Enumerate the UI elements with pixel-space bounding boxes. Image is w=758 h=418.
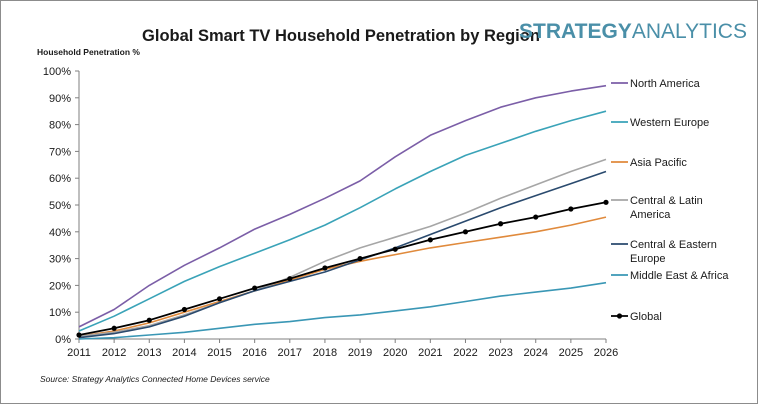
legend-label-line: North America [630, 78, 701, 90]
brand-part1: STRATEGY [519, 20, 632, 43]
series-line-central-eastern-europe [78, 170, 607, 339]
y-tick-label: 80% [49, 120, 71, 132]
x-tick-label: 2020 [383, 347, 407, 359]
legend-label-asia-pacific: Asia Pacific [630, 157, 687, 169]
data-point-global [392, 246, 398, 252]
data-point-global [181, 306, 187, 313]
legend-label-line: America [630, 209, 671, 221]
legend-label-global: Global [630, 311, 662, 323]
x-tick-label: 2026 [594, 347, 618, 359]
y-tick-label: 30% [49, 254, 71, 266]
data-point-global [76, 332, 82, 338]
data-point-global [252, 285, 258, 291]
series-lines [78, 84, 607, 340]
y-tick-label: 10% [49, 307, 71, 319]
x-tick-label: 2024 [523, 347, 547, 359]
x-tick-label: 2016 [242, 347, 266, 359]
series-line-north-america [78, 84, 607, 328]
legend-label-line: Central & Eastern [630, 239, 717, 251]
y-tick-label: 70% [49, 146, 71, 158]
data-point-global [216, 296, 223, 302]
legend-label-line: Central & Latin [630, 195, 703, 207]
source-note: Source: Strategy Analytics Connected Hom… [40, 374, 270, 384]
x-tick-label: 2015 [207, 347, 231, 359]
x-tick-label: 2018 [313, 347, 337, 359]
x-tick-label: 2011 [67, 347, 91, 359]
legend-label-line: Western Europe [630, 117, 709, 129]
legend-label-central-latin-america: Central & Latin America [630, 195, 703, 221]
legend-label-line: Europe [630, 253, 665, 265]
chart-svg: Global Smart TV Household Penetration by… [37, 20, 747, 384]
legend-label-western-europe: Western Europe [630, 117, 709, 129]
x-tick-label: 2017 [278, 347, 302, 359]
series-line-middle-east-africa [78, 281, 607, 340]
brand-part2: ANALYTICS [632, 20, 747, 43]
legend-label-middle-east-africa: Middle East & Africa [630, 270, 729, 282]
data-point-global [146, 317, 152, 323]
brand-logo: STRATEGYANALYTICS [519, 20, 747, 43]
legend: North America Western Europe Asia Pacific C… [611, 78, 729, 323]
x-tick-labels: 2011 2012 2013 2014 2015 2016 2017 2018 2019 2020… [67, 347, 618, 359]
data-point-global [462, 229, 469, 235]
y-axis-label: Household Penetration % [37, 47, 140, 57]
data-point-global [322, 265, 328, 271]
y-tick-label: 100% [43, 66, 71, 78]
axes [75, 70, 607, 343]
legend-label-central-eastern-europe: Central & Eastern Europe [630, 239, 717, 265]
x-tick-label: 2022 [453, 347, 477, 359]
y-tick-label: 60% [49, 173, 71, 185]
data-point-global [568, 206, 574, 212]
legend-marker-global [616, 313, 623, 319]
series-line-western-europe [78, 110, 607, 332]
x-tick-label: 2012 [102, 347, 126, 359]
x-tick-label: 2021 [418, 347, 442, 359]
y-tick-label: 50% [49, 200, 71, 212]
series-line-global [78, 201, 607, 336]
chart-title: Global Smart TV Household Penetration by… [142, 27, 540, 45]
y-tick-label: 90% [49, 93, 71, 105]
y-tick-label: 0% [55, 334, 71, 346]
data-point-global [427, 237, 433, 243]
legend-label-line: Asia Pacific [630, 157, 687, 169]
data-point-global [533, 214, 539, 220]
y-tick-label: 40% [49, 227, 71, 239]
data-point-global [111, 325, 117, 331]
series-markers [76, 199, 609, 338]
x-tick-label: 2023 [488, 347, 512, 359]
y-tick-label: 20% [49, 280, 71, 292]
legend-label-line: Global [630, 311, 662, 323]
x-tick-label: 2025 [559, 347, 583, 359]
x-tick-label: 2013 [137, 347, 161, 359]
data-point-global [498, 221, 504, 227]
series-line-central-latin-america [78, 158, 607, 338]
x-tick-label: 2014 [172, 347, 196, 359]
legend-label-north-america: North America [630, 78, 701, 90]
legend-label-line: Middle East & Africa [630, 270, 729, 282]
chart-frame: Global Smart TV Household Penetration by… [0, 0, 758, 404]
data-point-global [603, 199, 609, 205]
data-point-global [357, 256, 363, 262]
y-tick-labels: 0% 10% 20% 30% 40% 50% 60% 70% 80% 90% 100% [43, 66, 71, 346]
x-tick-label: 2019 [348, 347, 372, 359]
data-point-global [287, 276, 293, 282]
